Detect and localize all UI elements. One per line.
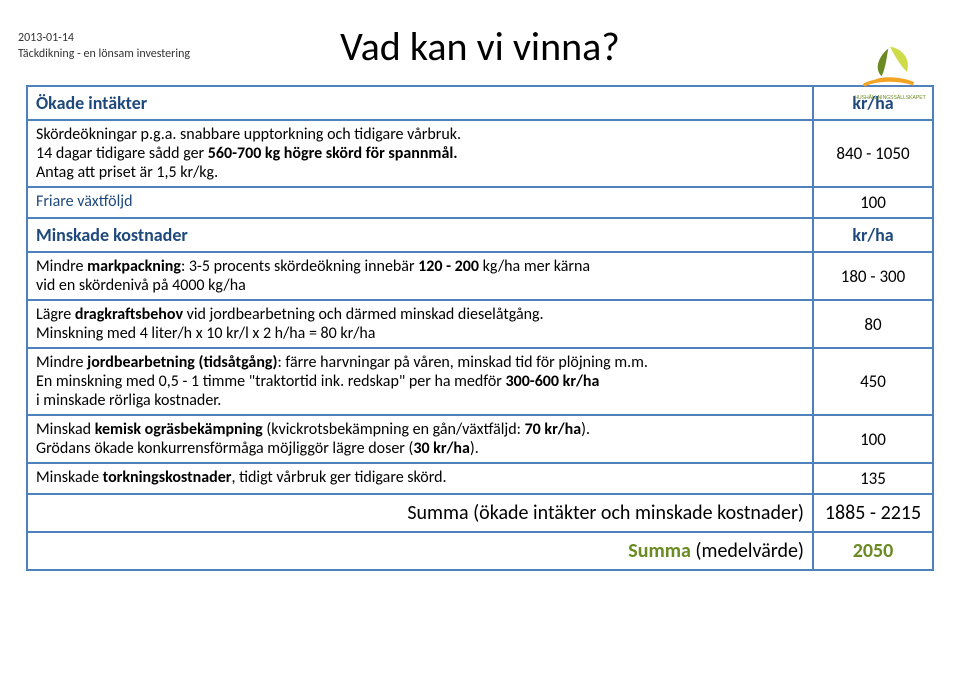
meta-subtitle: Täckdikning - en lönsam investering bbox=[18, 46, 190, 62]
row-text: Skördeökningar p.g.a. snabbare upptorkni… bbox=[36, 125, 804, 144]
logo-icon: HUSHÅLLNINGSSÄLLSKAPET bbox=[848, 38, 932, 106]
row-text: Friare växtföljd bbox=[27, 187, 813, 218]
sum-value: 2050 bbox=[813, 532, 933, 570]
cost-benefit-table: Ökade intäkter kr/ha Skördeökningar p.g.… bbox=[26, 85, 934, 571]
row-text: Mindre jordbearbetning (tidsåtgång): fär… bbox=[36, 353, 804, 372]
row-value: 450 bbox=[813, 348, 933, 415]
row-text: vid en skördenivå på 4000 kg/ha bbox=[36, 276, 804, 295]
table-row: Lägre dragkraftsbehov vid jordbearbetnin… bbox=[27, 300, 933, 348]
table-row: Mindre markpackning: 3-5 procents skörde… bbox=[27, 252, 933, 300]
row-value: 80 bbox=[813, 300, 933, 348]
row-text: Mindre markpackning: 3-5 procents skörde… bbox=[36, 257, 804, 276]
section-header-income: Ökade intäkter kr/ha bbox=[27, 86, 933, 120]
row-text: i minskade rörliga kostnader. bbox=[36, 391, 804, 410]
table-row: Mindre jordbearbetning (tidsåtgång): fär… bbox=[27, 348, 933, 415]
row-value: 135 bbox=[813, 463, 933, 494]
row-value: 840 - 1050 bbox=[813, 120, 933, 187]
svg-text:HUSHÅLLNINGSSÄLLSKAPET: HUSHÅLLNINGSSÄLLSKAPET bbox=[854, 94, 925, 101]
table-row: Skördeökningar p.g.a. snabbare upptorkni… bbox=[27, 120, 933, 187]
row-text: Lägre dragkraftsbehov vid jordbearbetnin… bbox=[36, 305, 804, 324]
row-value: 100 bbox=[813, 415, 933, 463]
table-sum-row: Summa (ökade intäkter och minskade kostn… bbox=[27, 494, 933, 532]
sum-label: Summa (medelvärde) bbox=[27, 532, 813, 570]
section-label: Minskade kostnader bbox=[27, 218, 813, 252]
table-row: Friare växtföljd 100 bbox=[27, 187, 933, 218]
section-label: Ökade intäkter bbox=[27, 86, 813, 120]
meta-date: 2013-01-14 bbox=[18, 30, 190, 46]
section-unit: kr/ha bbox=[813, 218, 933, 252]
row-text: Antag att priset är 1,5 kr/kg. bbox=[36, 163, 804, 182]
row-value: 180 - 300 bbox=[813, 252, 933, 300]
section-header-costs: Minskade kostnader kr/ha bbox=[27, 218, 933, 252]
row-text: Minskade torkningskostnader, tidigt vårb… bbox=[27, 463, 813, 494]
sum-value: 1885 - 2215 bbox=[813, 494, 933, 532]
sum-label: Summa (ökade intäkter och minskade kostn… bbox=[27, 494, 813, 532]
slide-meta: 2013-01-14 Täckdikning - en lönsam inves… bbox=[18, 30, 190, 62]
row-text: En minskning med 0,5 - 1 timme "traktort… bbox=[36, 372, 804, 391]
row-text: Minskad kemisk ogräsbekämpning (kvickrot… bbox=[36, 420, 804, 439]
row-value: 100 bbox=[813, 187, 933, 218]
row-text: Minskning med 4 liter/h x 10 kr/l x 2 h/… bbox=[36, 324, 804, 343]
row-text: 14 dagar tidigare sådd ger 560-700 kg hö… bbox=[36, 144, 804, 163]
row-text: Grödans ökade konkurrensförmåga möjliggö… bbox=[36, 439, 804, 458]
table-row: Minskade torkningskostnader, tidigt vårb… bbox=[27, 463, 933, 494]
table-sum-row: Summa (medelvärde) 2050 bbox=[27, 532, 933, 570]
table-row: Minskad kemisk ogräsbekämpning (kvickrot… bbox=[27, 415, 933, 463]
